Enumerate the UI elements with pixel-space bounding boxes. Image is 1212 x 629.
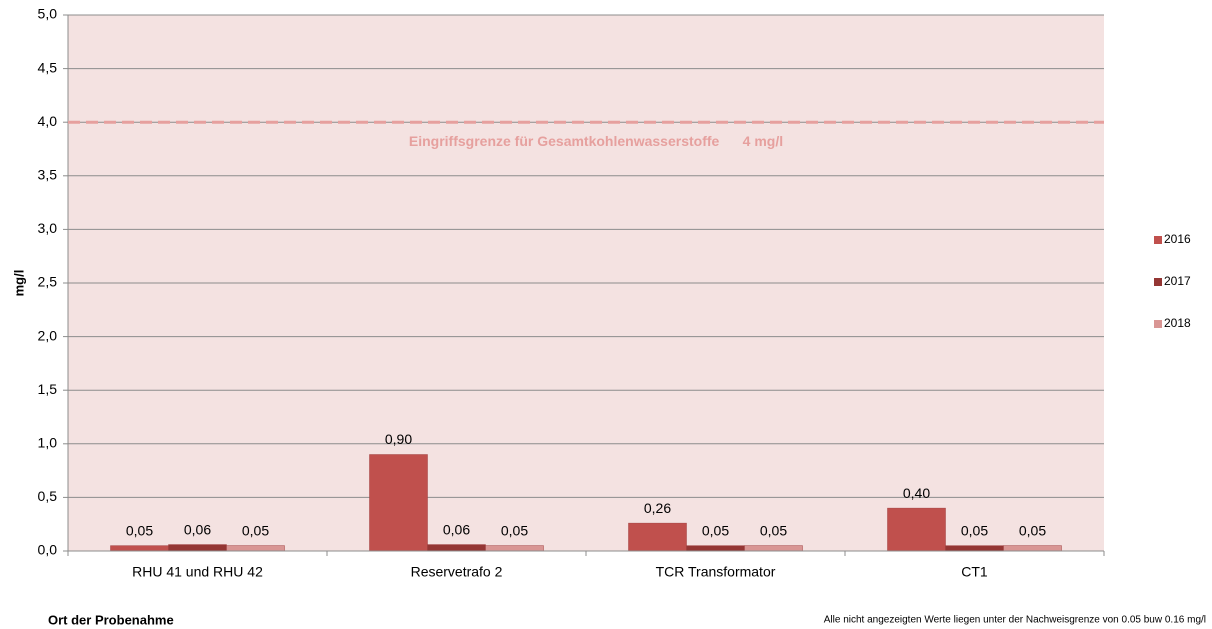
bar (628, 522, 687, 552)
bar (226, 545, 285, 552)
reference-label: Eingriffsgrenze für Gesamtkohlenwasserst… (409, 133, 783, 149)
y-tick-label: 4,0 (38, 113, 58, 129)
bar (168, 544, 227, 552)
x-tick-label: CT1 (961, 564, 988, 580)
y-tick-label: 1,0 (38, 435, 58, 451)
y-tick-label: 3,5 (38, 167, 58, 183)
y-tick-label: 2,5 (38, 274, 58, 290)
y-axis-label: mg/l (11, 270, 26, 297)
data-label: 0,40 (903, 485, 930, 501)
data-label: 0,05 (126, 522, 153, 538)
y-tick-label: 3,0 (38, 220, 58, 236)
bar (485, 545, 544, 552)
legend-label: 2017 (1164, 274, 1191, 288)
data-label: 0,05 (242, 522, 269, 538)
x-tick-label: Reservetrafo 2 (411, 564, 503, 580)
data-label: 0,06 (443, 521, 470, 537)
bar (427, 544, 486, 552)
x-tick-label: TCR Transformator (656, 564, 776, 580)
data-label: 0,05 (760, 522, 787, 538)
y-tick-label: 1,5 (38, 381, 58, 397)
legend-label: 2016 (1164, 232, 1191, 246)
data-label: 0,26 (644, 500, 671, 516)
bar (1003, 545, 1062, 552)
y-tick-label: 0,0 (38, 542, 58, 558)
footnote: Alle nicht angezeigten Werte liegen unte… (824, 615, 1206, 626)
y-tick-label: 0,5 (38, 488, 58, 504)
x-axis-label: Ort der Probenahme (48, 612, 174, 627)
bar (369, 454, 428, 552)
data-label: 0,90 (385, 431, 412, 447)
bar (744, 545, 803, 552)
y-tick-label: 4,5 (38, 59, 58, 75)
data-label: 0,05 (501, 522, 528, 538)
bar (110, 545, 169, 552)
data-label: 0,05 (702, 522, 729, 538)
legend-swatch (1154, 278, 1162, 286)
data-label: 0,05 (1019, 522, 1046, 538)
x-tick-label: RHU 41 und RHU 42 (132, 564, 263, 580)
legend-label: 2018 (1164, 316, 1191, 330)
legend-swatch (1154, 236, 1162, 244)
data-label: 0,06 (184, 521, 211, 537)
legend-swatch (1154, 320, 1162, 328)
bar (686, 545, 745, 552)
y-tick-label: 2,0 (38, 327, 58, 343)
bar (945, 545, 1004, 552)
bar (887, 507, 946, 552)
data-label: 0,05 (961, 522, 988, 538)
y-tick-label: 5,0 (38, 6, 58, 22)
